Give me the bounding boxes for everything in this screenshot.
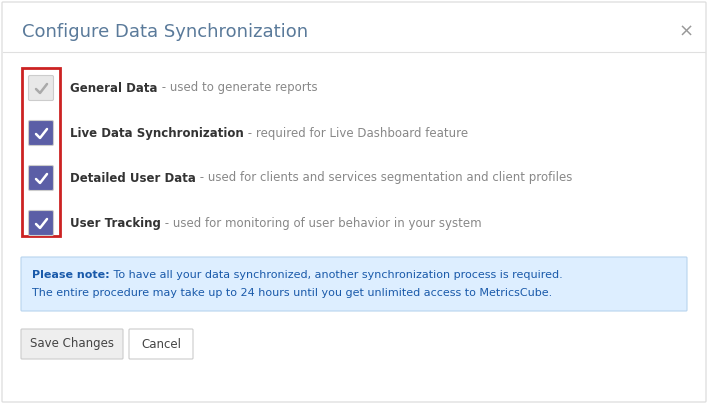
Text: Configure Data Synchronization: Configure Data Synchronization: [22, 23, 308, 41]
Text: ×: ×: [678, 23, 694, 41]
Bar: [22, 68, 60, 236]
Text: The entire procedure may take up to 24 hours until you get unlimited access to M: The entire procedure may take up to 24 h…: [32, 288, 552, 298]
FancyBboxPatch shape: [28, 120, 54, 145]
Text: Detailed User Data: Detailed User Data: [70, 172, 196, 185]
FancyBboxPatch shape: [28, 166, 54, 191]
FancyBboxPatch shape: [28, 210, 54, 236]
Text: User Tracking: User Tracking: [70, 217, 161, 229]
FancyBboxPatch shape: [129, 329, 193, 359]
Text: - required for Live Dashboard feature: - required for Live Dashboard feature: [244, 126, 468, 139]
Text: Live Data Synchronization: Live Data Synchronization: [70, 126, 244, 139]
Text: Please note:: Please note:: [32, 270, 110, 280]
Text: - used for clients and services segmentation and client profiles: - used for clients and services segmenta…: [196, 172, 572, 185]
Text: Save Changes: Save Changes: [30, 337, 114, 351]
Text: - used to generate reports: - used to generate reports: [157, 82, 317, 95]
Text: To have all your data synchronized, another synchronization process is required.: To have all your data synchronized, anot…: [110, 270, 562, 280]
FancyBboxPatch shape: [28, 76, 54, 101]
FancyBboxPatch shape: [21, 329, 123, 359]
Text: Cancel: Cancel: [141, 337, 181, 351]
Text: - used for monitoring of user behavior in your system: - used for monitoring of user behavior i…: [161, 217, 481, 229]
Text: General Data: General Data: [70, 82, 157, 95]
FancyBboxPatch shape: [21, 257, 687, 311]
